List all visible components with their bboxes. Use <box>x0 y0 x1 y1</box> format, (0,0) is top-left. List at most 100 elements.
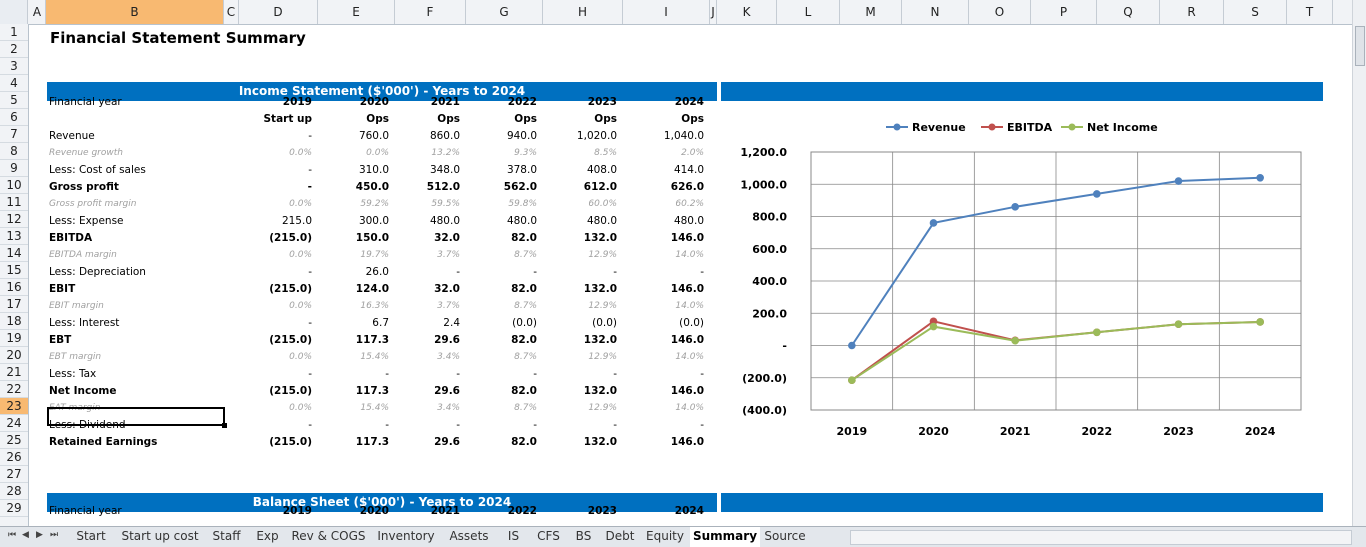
line-value: 124.0 <box>355 283 389 295</box>
row-header-15[interactable]: 15 <box>0 262 28 279</box>
line-value: - <box>308 317 312 329</box>
year-header: 2020 <box>359 96 389 108</box>
worksheet-grid[interactable]: Financial Statement Summary Income State… <box>29 25 1352 526</box>
row-header-9[interactable]: 9 <box>0 160 28 177</box>
row-header-5[interactable]: 5 <box>0 92 28 109</box>
column-header-R[interactable]: R <box>1160 0 1224 24</box>
vertical-scrollbar[interactable] <box>1352 0 1366 526</box>
sheet-tab-rev-cogs[interactable]: Rev & COGS <box>291 529 366 543</box>
select-all-corner[interactable] <box>0 0 28 24</box>
column-header-A[interactable]: A <box>29 0 46 24</box>
line-value: 14.0% <box>675 250 704 260</box>
sheet-tab-bar: ⏮ ◀ ▶ ⏭ Start Start up cost Staff Exp Rev & … <box>0 526 1366 547</box>
line-value: 132.0 <box>583 436 617 448</box>
row-header-1[interactable]: 1 <box>0 24 28 41</box>
line-value: 6.7 <box>372 317 389 329</box>
row-header-19[interactable]: 19 <box>0 330 28 347</box>
column-header-S[interactable]: S <box>1224 0 1287 24</box>
row-header-6[interactable]: 6 <box>0 109 28 126</box>
line-value: 132.0 <box>583 385 617 397</box>
sheet-tab-start-up-cost[interactable]: Start up cost <box>121 529 199 543</box>
next-sheet-icon[interactable]: ▶ <box>36 530 43 540</box>
column-header-F[interactable]: F <box>395 0 466 24</box>
sheet-tab-bs[interactable]: BS <box>575 529 592 543</box>
fy-label: Financial year <box>49 96 122 108</box>
line-value: - <box>533 368 537 380</box>
column-header-N[interactable]: N <box>902 0 969 24</box>
line-value: 0.0% <box>289 352 312 362</box>
row-header-24[interactable]: 24 <box>0 415 28 432</box>
row-header-10[interactable]: 10 <box>0 177 28 194</box>
line-value: - <box>308 266 312 278</box>
row-header-18[interactable]: 18 <box>0 313 28 330</box>
column-header-O[interactable]: O <box>969 0 1031 24</box>
sheet-tab-debt[interactable]: Debt <box>605 529 635 543</box>
sheet-tab-cfs[interactable]: CFS <box>537 529 560 543</box>
row-header-3[interactable]: 3 <box>0 58 28 75</box>
sheet-tab-summary[interactable]: Summary <box>690 527 760 547</box>
selected-cell[interactable] <box>47 407 227 428</box>
sheet-tab-equity[interactable]: Equity <box>646 529 684 543</box>
row-header-7[interactable]: 7 <box>0 126 28 143</box>
row-header-22[interactable]: 22 <box>0 381 28 398</box>
row-header-2[interactable]: 2 <box>0 41 28 58</box>
sheet-tab-staff[interactable]: Staff <box>212 529 241 543</box>
column-header-T[interactable]: T <box>1287 0 1333 24</box>
line-value: 760.0 <box>358 130 389 142</box>
sheet-tab-start[interactable]: Start <box>76 529 106 543</box>
row-header-25[interactable]: 25 <box>0 432 28 449</box>
row-header-12[interactable]: 12 <box>0 211 28 228</box>
bs-fy-label: Financial year <box>49 505 122 517</box>
column-header-H[interactable]: H <box>543 0 623 24</box>
year-header: 2021 <box>430 96 460 108</box>
column-header-K[interactable]: K <box>717 0 777 24</box>
row-header-8[interactable]: 8 <box>0 143 28 160</box>
line-value: 132.0 <box>583 283 617 295</box>
financial-line-chart[interactable]: 1,200.0 1,000.0 800.0 600.0 400.0 200.0 - (200.… <box>721 107 1323 457</box>
column-header-B[interactable]: B <box>46 0 224 24</box>
row-header-27[interactable]: 27 <box>0 466 28 483</box>
column-header-M[interactable]: M <box>840 0 902 24</box>
first-sheet-icon[interactable]: ⏮ <box>8 530 17 540</box>
row-header-11[interactable]: 11 <box>0 194 28 211</box>
row-header-13[interactable]: 13 <box>0 228 28 245</box>
line-value: 480.0 <box>429 215 460 227</box>
horizontal-scrollbar[interactable] <box>850 530 1352 545</box>
row-header-23[interactable]: 23 <box>0 398 28 415</box>
row-header-4[interactable]: 4 <box>0 75 28 92</box>
sheet-tab-inventory[interactable]: Inventory <box>377 529 435 543</box>
row-header-16[interactable]: 16 <box>0 279 28 296</box>
line-value: 82.0 <box>511 385 537 397</box>
line-value: 82.0 <box>511 283 537 295</box>
column-header-I[interactable]: I <box>623 0 710 24</box>
line-value: - <box>385 419 389 431</box>
row-header-21[interactable]: 21 <box>0 364 28 381</box>
line-value: 3.4% <box>437 352 460 362</box>
column-header-C[interactable]: C <box>224 0 239 24</box>
sheet-tab-is[interactable]: IS <box>507 529 520 543</box>
row-header-14[interactable]: 14 <box>0 245 28 262</box>
row-header-28[interactable]: 28 <box>0 483 28 500</box>
column-header-G[interactable]: G <box>466 0 543 24</box>
sheet-tab-exp[interactable]: Exp <box>256 529 279 543</box>
last-sheet-icon[interactable]: ⏭ <box>50 530 59 540</box>
prev-sheet-icon[interactable]: ◀ <box>22 530 29 540</box>
line-value: 2.0% <box>681 148 704 158</box>
sheet-tab-assets[interactable]: Assets <box>449 529 489 543</box>
column-header-Q[interactable]: Q <box>1097 0 1160 24</box>
column-header-L[interactable]: L <box>777 0 840 24</box>
column-header-E[interactable]: E <box>318 0 395 24</box>
vertical-scroll-thumb[interactable] <box>1355 26 1365 66</box>
row-header-17[interactable]: 17 <box>0 296 28 313</box>
line-label: EBT margin <box>49 352 102 362</box>
row-header-29[interactable]: 29 <box>0 500 28 517</box>
column-header-P[interactable]: P <box>1031 0 1097 24</box>
column-header-J[interactable]: J <box>710 0 717 24</box>
line-value: 29.6 <box>434 385 460 397</box>
row-header-26[interactable]: 26 <box>0 449 28 466</box>
column-header-D[interactable]: D <box>239 0 318 24</box>
row-header-20[interactable]: 20 <box>0 347 28 364</box>
line-label: Less: Depreciation <box>49 266 146 278</box>
sheet-tab-source[interactable]: Source <box>764 529 806 543</box>
bs-year-header: 2019 <box>282 505 312 517</box>
